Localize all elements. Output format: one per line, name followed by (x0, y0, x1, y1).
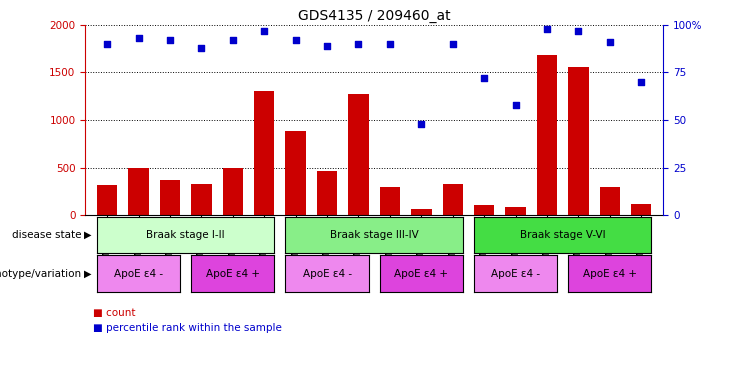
Text: Braak stage I-II: Braak stage I-II (147, 230, 225, 240)
Bar (599, 187, 620, 215)
Point (227, 37, 239, 43)
Point (478, 75, 490, 81)
Bar (222, 169, 243, 215)
Point (541, 26, 553, 32)
Bar (317, 171, 337, 215)
Text: Braak stage V-VI: Braak stage V-VI (520, 230, 605, 240)
Bar (285, 131, 306, 215)
Bar (379, 187, 400, 215)
Text: ▶: ▶ (84, 268, 91, 279)
Text: ApoE ε4 -: ApoE ε4 - (302, 268, 352, 279)
Bar (505, 207, 526, 215)
Point (102, 41, 113, 47)
Text: ApoE ε4 -: ApoE ε4 - (491, 268, 540, 279)
Text: Braak stage III-IV: Braak stage III-IV (330, 230, 419, 240)
Point (384, 41, 396, 47)
Point (510, 102, 522, 108)
Point (133, 35, 144, 41)
Text: ▶: ▶ (84, 230, 91, 240)
Bar (474, 205, 494, 215)
Bar (631, 204, 651, 215)
Point (635, 79, 647, 85)
Point (290, 37, 302, 43)
Bar (160, 180, 180, 215)
Bar (254, 91, 274, 215)
Bar (536, 55, 557, 215)
Point (196, 45, 207, 51)
Text: ApoE ε4 +: ApoE ε4 + (394, 268, 448, 279)
Text: genotype/variation: genotype/variation (0, 268, 82, 279)
Text: disease state: disease state (12, 230, 82, 240)
Bar (191, 184, 212, 215)
Point (321, 43, 333, 49)
Text: ApoE ε4 +: ApoE ε4 + (582, 268, 637, 279)
Bar (442, 184, 463, 215)
Point (447, 41, 459, 47)
Text: ApoE ε4 -: ApoE ε4 - (114, 268, 163, 279)
Bar (128, 169, 149, 215)
Title: GDS4135 / 209460_at: GDS4135 / 209460_at (298, 8, 451, 23)
Bar (411, 209, 431, 215)
Bar (97, 185, 117, 215)
Text: ■ percentile rank within the sample: ■ percentile rank within the sample (93, 323, 282, 333)
Point (259, 28, 270, 34)
Point (573, 28, 585, 34)
Point (604, 39, 616, 45)
Point (164, 37, 176, 43)
Bar (348, 94, 369, 215)
Text: ■ count: ■ count (93, 308, 135, 318)
Text: ApoE ε4 +: ApoE ε4 + (206, 268, 260, 279)
Point (353, 41, 365, 47)
Point (416, 121, 428, 127)
Bar (568, 67, 588, 215)
